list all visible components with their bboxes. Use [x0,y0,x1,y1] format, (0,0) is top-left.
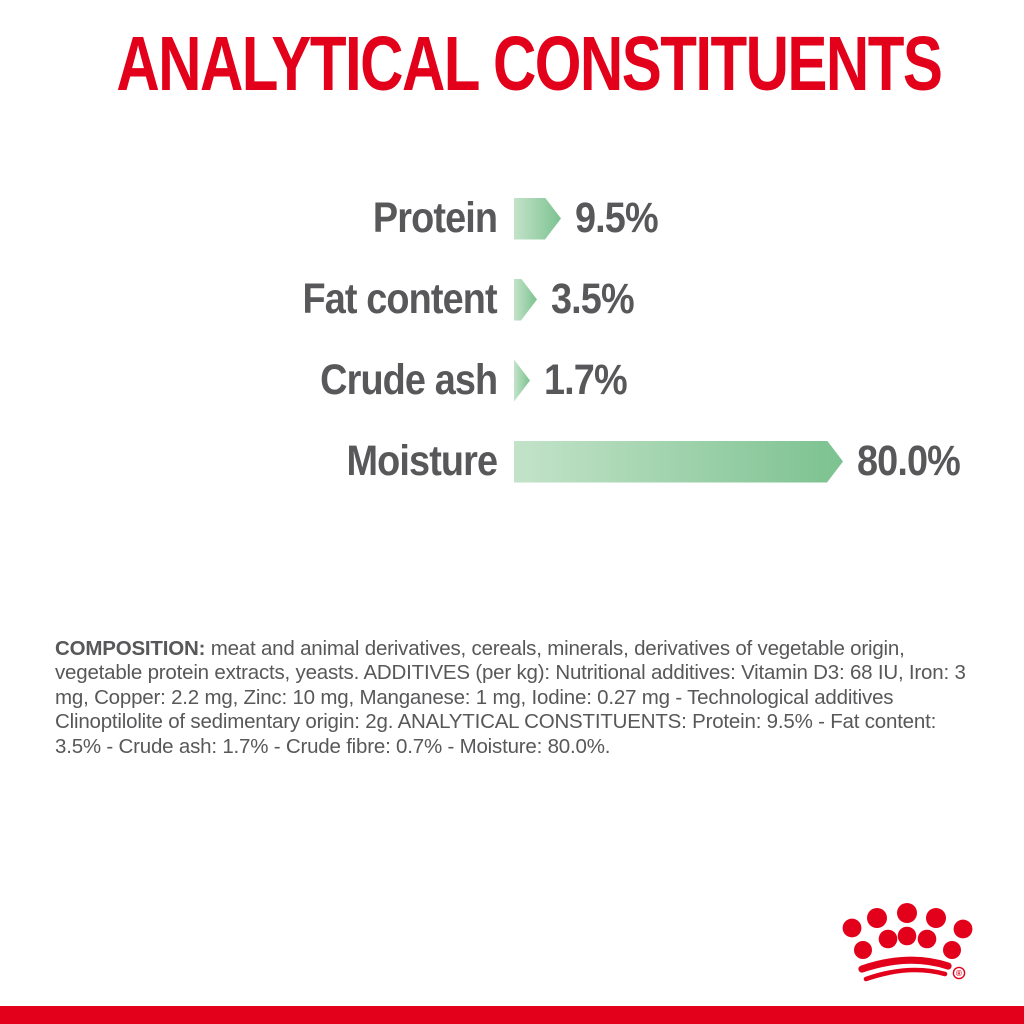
value-bar [514,198,561,240]
composition-paragraph: COMPOSITION: meat and animal derivatives… [55,637,968,760]
chart-row-fat-content: Fat content 3.5% [0,259,1024,340]
chart-row-protein: Protein 9.5% [0,178,1024,259]
composition-body-text: meat and animal derivatives, cereals, mi… [55,636,966,758]
nutrient-label: Crude ash [319,356,498,404]
value-bar [514,360,530,402]
nutrient-value: 80.0% [857,437,961,485]
svg-text:®: ® [956,969,962,978]
analytical-constituents-chart: Protein 9.5% Fat content 3.5% Crude ash … [0,178,1024,502]
nutrient-value: 3.5% [551,275,635,323]
royal-canin-crown-logo: ® [842,903,973,982]
registered-trademark-icon: ® [952,966,966,980]
nutrient-value: 1.7% [544,356,628,404]
nutrient-label: Moisture [346,437,498,485]
crown-dots [842,903,973,959]
chart-row-crude-ash: Crude ash 1.7% [0,340,1024,421]
crown-band [858,956,952,982]
value-bar [514,441,843,483]
value-bar [514,279,537,321]
nutrient-label: Protein [372,194,498,242]
nutrient-value: 9.5% [575,194,659,242]
composition-heading: COMPOSITION: [55,636,206,660]
brand-stripe [0,1006,1024,1024]
chart-row-moisture: Moisture 80.0% [0,421,1024,502]
nutrient-label: Fat content [302,275,498,323]
page-title-text: ANALYTICAL CONSTITUENTS [116,21,943,107]
page-title: ANALYTICAL CONSTITUENTS [0,26,1024,103]
